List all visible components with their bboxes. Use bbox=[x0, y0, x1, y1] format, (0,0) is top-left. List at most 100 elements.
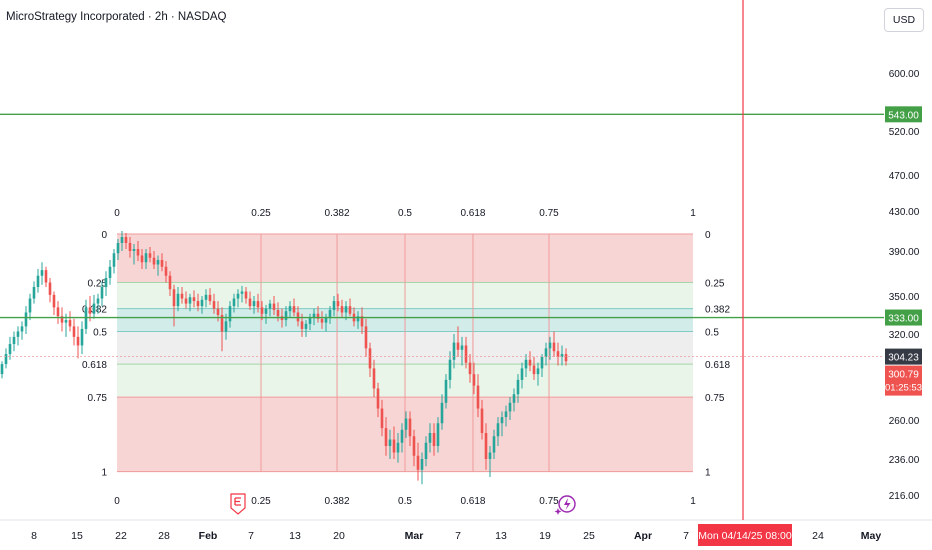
candle-body bbox=[252, 301, 256, 307]
price-axis-tick: 520.00 bbox=[889, 127, 920, 138]
candle-body bbox=[108, 266, 112, 278]
time-axis-tick: 7 bbox=[455, 530, 461, 542]
candle-body bbox=[308, 317, 312, 324]
candle-body bbox=[292, 306, 296, 313]
candle-body bbox=[4, 354, 8, 365]
candle-body bbox=[16, 331, 20, 337]
fib-level-label-right: 0.618 bbox=[705, 360, 730, 371]
candle-body bbox=[72, 326, 76, 337]
candle-body bbox=[476, 385, 480, 409]
horizontal-line-price-tag bbox=[885, 106, 922, 123]
candle-body bbox=[200, 299, 204, 307]
last-price-tag bbox=[885, 348, 922, 365]
candle-body bbox=[20, 326, 24, 332]
candle-body bbox=[224, 321, 228, 332]
fib-level-label-left: 0.618 bbox=[82, 360, 107, 371]
candle-body bbox=[276, 309, 280, 317]
candle-body bbox=[128, 243, 132, 251]
candle-body bbox=[440, 402, 444, 424]
candle-body bbox=[160, 260, 164, 267]
price-axis-tick: 430.00 bbox=[889, 207, 920, 218]
candle-body bbox=[284, 311, 288, 321]
candle-body bbox=[248, 298, 252, 307]
candle-body bbox=[328, 309, 332, 318]
candle-body bbox=[88, 307, 92, 314]
candle-body bbox=[372, 368, 376, 389]
time-axis-tick: Mar bbox=[405, 530, 424, 542]
candle-body bbox=[120, 237, 124, 243]
candle-body bbox=[24, 312, 28, 327]
candle-body bbox=[552, 342, 556, 352]
candle-body bbox=[564, 354, 568, 362]
candle-body bbox=[364, 326, 368, 349]
fib-level-label-right: 0.75 bbox=[705, 393, 725, 404]
candle-body bbox=[192, 297, 196, 302]
candle-body bbox=[380, 408, 384, 429]
candle-body bbox=[52, 294, 56, 308]
candle-body bbox=[496, 423, 500, 437]
candle-body bbox=[408, 418, 412, 437]
currency-selector[interactable]: USD bbox=[884, 8, 924, 32]
candle-body bbox=[216, 308, 220, 315]
candle-body bbox=[420, 459, 424, 470]
candle-body bbox=[336, 301, 340, 307]
candle-body bbox=[448, 359, 452, 380]
candle-body bbox=[544, 348, 548, 357]
candle-body bbox=[228, 306, 232, 322]
price-axis-tick: 320.00 bbox=[889, 330, 920, 341]
price-axis-tick: 236.00 bbox=[889, 455, 920, 466]
candle-body bbox=[500, 417, 504, 424]
time-axis-tick: 13 bbox=[495, 530, 507, 542]
candle-body bbox=[368, 348, 372, 369]
candle-body bbox=[36, 275, 40, 287]
fib-time-label-top: 0 bbox=[114, 208, 120, 219]
candle-body bbox=[12, 336, 16, 345]
candle-body bbox=[96, 298, 100, 304]
candle-body bbox=[468, 362, 472, 375]
candle-body bbox=[400, 429, 404, 443]
time-axis-tick: 22 bbox=[115, 530, 127, 542]
candle-body bbox=[48, 282, 52, 295]
candle-body bbox=[344, 306, 348, 313]
horizontal-line-price-text: 543.00 bbox=[888, 110, 919, 121]
candle-body bbox=[424, 442, 428, 459]
candle-body bbox=[256, 301, 260, 308]
candle-body bbox=[396, 442, 400, 453]
candle-body bbox=[104, 278, 108, 287]
candle-body bbox=[532, 365, 536, 375]
time-axis-tick: 19 bbox=[539, 530, 551, 542]
candle-body bbox=[176, 293, 180, 307]
current-price-tag bbox=[885, 365, 922, 396]
candle-body bbox=[492, 436, 496, 453]
candle-body bbox=[132, 249, 136, 251]
candle-body bbox=[516, 379, 520, 395]
candle-body bbox=[488, 452, 492, 459]
candle-body bbox=[272, 303, 276, 310]
candle-body bbox=[528, 359, 532, 366]
time-axis-tick: 15 bbox=[71, 530, 83, 542]
fib-time-label-bottom: 0 bbox=[114, 496, 120, 507]
lightning-event-icon[interactable] bbox=[554, 495, 576, 515]
time-axis-tick: 25 bbox=[583, 530, 595, 542]
candle-body bbox=[188, 297, 192, 304]
fib-time-label-top: 0.382 bbox=[325, 208, 350, 219]
fib-time-label-bottom: 0.382 bbox=[325, 496, 350, 507]
candle-body bbox=[540, 356, 544, 369]
fib-time-label-top: 1 bbox=[690, 208, 696, 219]
time-axis-tick: 20 bbox=[333, 530, 345, 542]
candle-body bbox=[384, 428, 388, 446]
candle-body bbox=[388, 439, 392, 446]
vertical-marker-date-text: Mon 04/14/25 08:00 bbox=[698, 530, 792, 542]
candle-body bbox=[324, 317, 328, 323]
candle-body bbox=[164, 266, 168, 276]
horizontal-line-price-text: 333.00 bbox=[888, 314, 919, 325]
candle-body bbox=[196, 301, 200, 307]
candle-body bbox=[180, 293, 184, 299]
fib-time-label-bottom: 0.25 bbox=[251, 496, 271, 507]
candle-body bbox=[64, 320, 68, 323]
candle-body bbox=[32, 287, 36, 299]
earnings-flag-icon[interactable] bbox=[230, 493, 246, 515]
candle-body bbox=[456, 342, 460, 350]
